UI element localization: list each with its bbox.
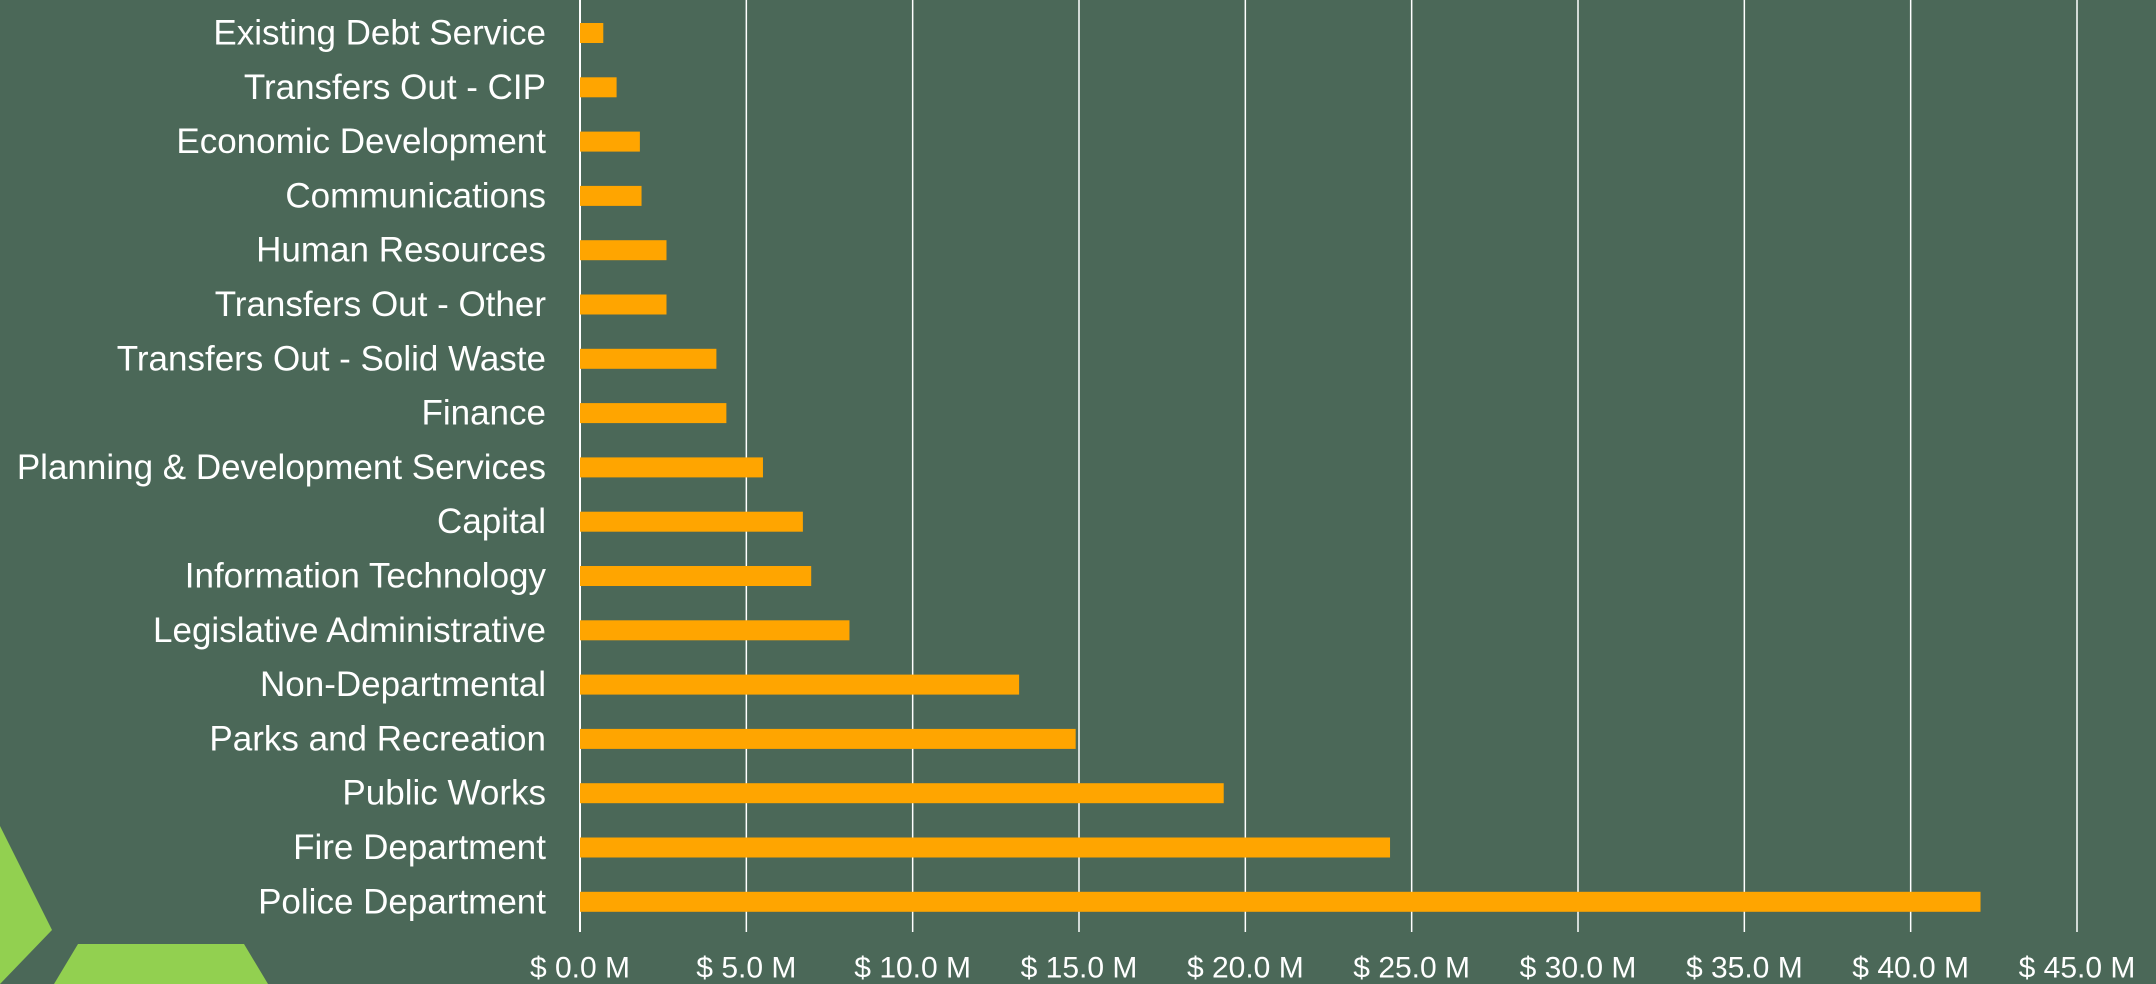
bar [580, 403, 727, 424]
category-label: Public Works [342, 774, 546, 813]
category-label: Capital [437, 502, 546, 541]
green-chevron-shape [0, 826, 52, 984]
gridlines [579, 0, 2078, 932]
bar [580, 728, 1076, 749]
x-tick-label: $ 20.0 M [1187, 952, 1304, 984]
bar [580, 294, 667, 315]
category-label: Finance [421, 394, 546, 433]
x-tick-label: $ 10.0 M [854, 952, 971, 984]
x-tick-label: $ 40.0 M [1852, 952, 1969, 984]
category-label: Transfers Out - CIP [244, 68, 546, 107]
category-label: Human Resources [256, 231, 546, 270]
x-tick-label: $ 30.0 M [1520, 952, 1637, 984]
category-label: Fire Department [293, 828, 546, 867]
x-tick-label: $ 5.0 M [696, 952, 796, 984]
category-label: Transfers Out - Other [215, 285, 547, 324]
bars [580, 23, 1981, 912]
bar [580, 674, 1020, 695]
category-label: Planning & Development Services [17, 448, 546, 487]
bar [580, 185, 642, 206]
bar [580, 23, 604, 43]
category-label: Parks and Recreation [209, 719, 546, 758]
bar [580, 457, 763, 478]
category-label: Transfers Out - Solid Waste [117, 339, 546, 378]
bar [580, 240, 667, 261]
bar [580, 511, 803, 532]
category-label: Police Department [258, 882, 546, 921]
decorative-shapes [0, 826, 268, 984]
x-axis-tick-labels: $ 0.0 M $ 5.0 M $ 10.0 M $ 15.0 M $ 20.0 M $ … [530, 952, 2135, 984]
category-label: Economic Development [176, 122, 546, 161]
category-label: Communications [285, 176, 546, 215]
category-label: Existing Debt Service [213, 14, 546, 53]
bar [580, 837, 1391, 858]
bar [580, 77, 617, 98]
bar [580, 566, 812, 586]
bar [580, 131, 640, 152]
x-tick-label: $ 15.0 M [1021, 952, 1138, 984]
bar [580, 620, 850, 641]
category-label: Information Technology [185, 557, 547, 596]
bar [580, 783, 1224, 804]
category-label: Legislative Administrative [153, 611, 546, 650]
bar [580, 891, 1981, 912]
x-tick-label: $ 35.0 M [1686, 952, 1803, 984]
x-tick-label: $ 45.0 M [2019, 952, 2136, 984]
green-hexagon-shape [54, 944, 268, 984]
x-tick-label: $ 25.0 M [1353, 952, 1470, 984]
category-label: Non-Departmental [260, 665, 546, 704]
x-tick-label: $ 0.0 M [530, 952, 630, 984]
bar [580, 348, 717, 369]
category-labels: Existing Debt Service Transfers Out - CIP… [17, 14, 547, 922]
